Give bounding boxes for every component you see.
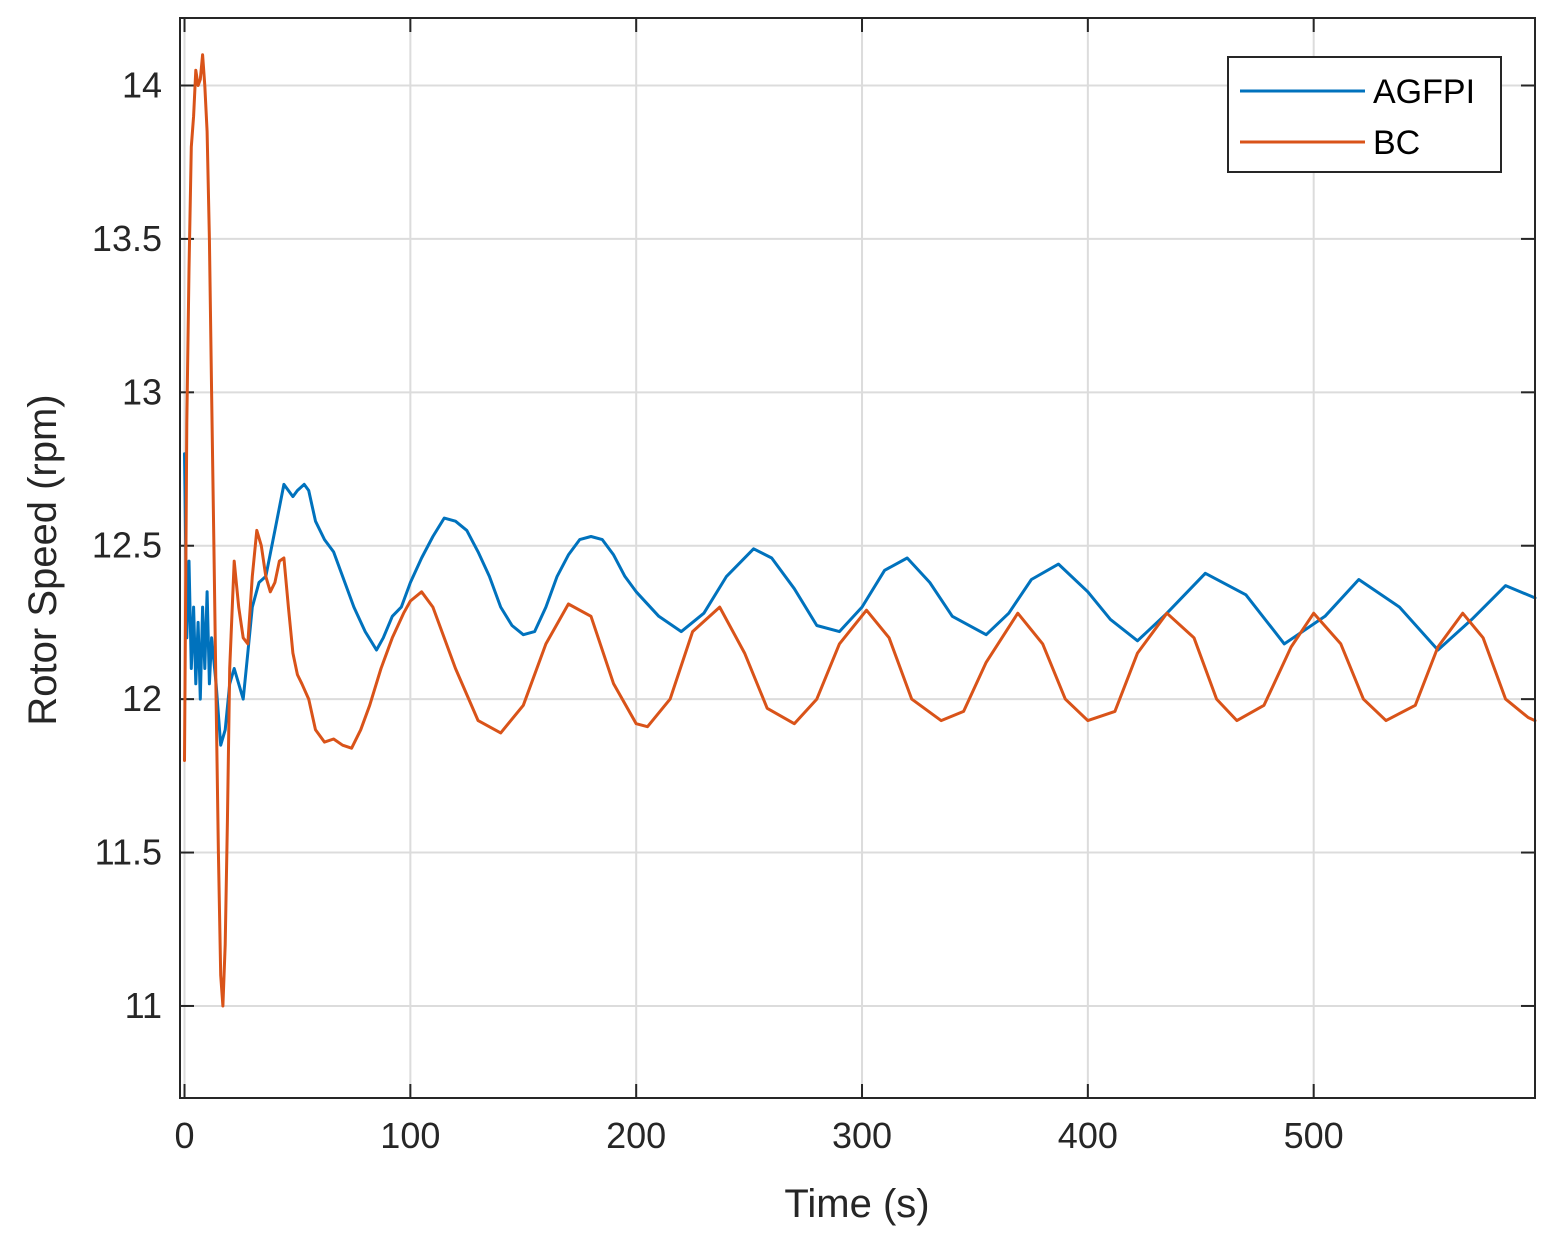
y-tick-labels: 11 11.5 12 12.5 13 13.5 14	[92, 65, 162, 1026]
axis-ticks	[180, 18, 1535, 1098]
legend-label-agfpi: AGFPI	[1373, 73, 1475, 111]
x-tick-label: 400	[1058, 1115, 1118, 1156]
y-tick-label: 13	[122, 371, 162, 412]
y-tick-label: 12	[122, 678, 162, 719]
legend: AGFPI BC	[1227, 56, 1502, 173]
x-tick-label: 100	[380, 1115, 440, 1156]
plot-area	[180, 18, 1535, 1098]
y-tick-label: 14	[122, 65, 162, 106]
y-tick-label: 13.5	[92, 218, 162, 259]
x-axis-title: Time (s)	[784, 1182, 929, 1226]
legend-box	[1227, 56, 1502, 173]
legend-label-bc: BC	[1373, 124, 1420, 162]
x-tick-label: 500	[1284, 1115, 1344, 1156]
y-tick-label: 11	[125, 985, 162, 1026]
series-line-bc	[183, 53, 1537, 1008]
y-tick-label: 11.5	[95, 832, 162, 873]
x-tick-labels: 0 100 200 300 400 500	[175, 1115, 1344, 1156]
x-tick-label: 300	[832, 1115, 892, 1156]
series-lines	[183, 53, 1537, 1008]
y-tick-label: 12.5	[92, 525, 162, 566]
series-line-agfpi	[183, 452, 1537, 747]
y-axis-title: Rotor Speed (rpm)	[21, 394, 65, 725]
grid-lines	[180, 18, 1535, 1098]
plot-frame	[179, 17, 1536, 1099]
x-tick-label: 0	[175, 1115, 195, 1156]
x-tick-label: 200	[606, 1115, 666, 1156]
